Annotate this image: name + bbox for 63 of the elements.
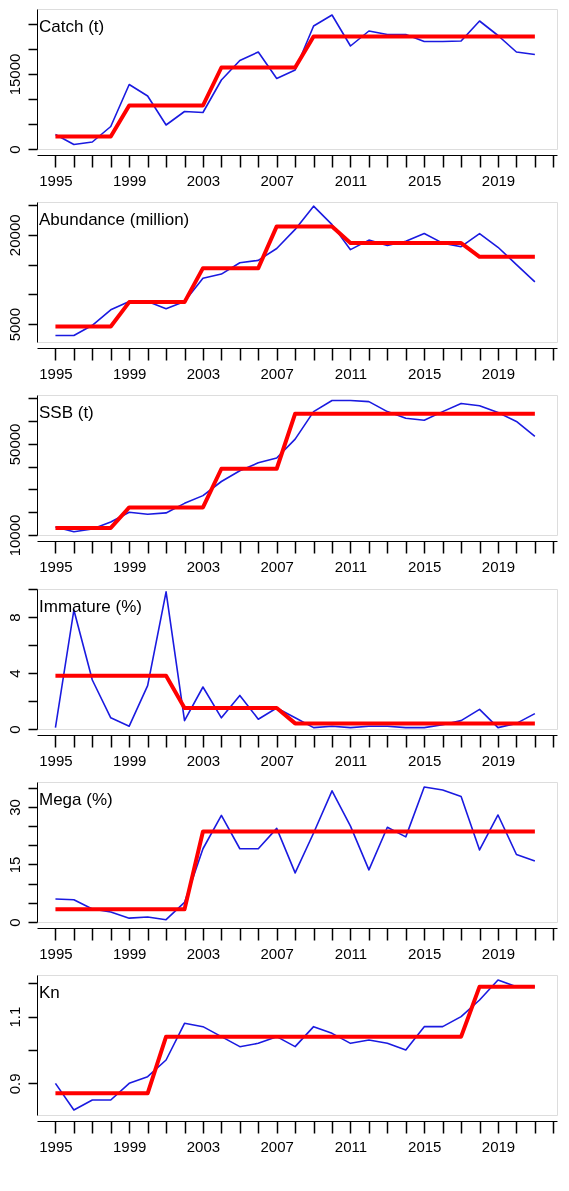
- y-tick-label: 50000: [5, 423, 23, 466]
- x-tick-label: 2003: [186, 1137, 221, 1155]
- text: Mega (%): [39, 790, 113, 809]
- x-tick-label: 1999: [113, 557, 147, 575]
- x-tick-label: 2007: [260, 751, 294, 769]
- y-tick-label: 10000: [5, 514, 23, 557]
- x-tick-label: 2011: [334, 364, 368, 382]
- x-tick-label: 2015: [408, 364, 442, 382]
- x-tick-label: 2019: [481, 751, 516, 769]
- x-tick-label: 1995: [39, 944, 73, 962]
- y-tick-label: 30: [5, 799, 23, 816]
- y-tick-label: 0.9: [5, 1073, 23, 1095]
- x-tick-label: 2019: [481, 171, 516, 189]
- chart-title: SSB (t): [39, 403, 94, 422]
- x-tick-label: 2019: [481, 364, 516, 382]
- x-tick-label: 2011: [334, 1137, 368, 1155]
- x-tick-label: 2003: [186, 171, 221, 189]
- x-tick-label: 2015: [408, 751, 442, 769]
- x-tick-label: 2003: [186, 944, 221, 962]
- x-tick-label: 2015: [408, 171, 442, 189]
- y-tick-label: 20000: [5, 214, 23, 257]
- x-tick-label: 2019: [481, 557, 516, 575]
- x-tick-label: 1995: [39, 751, 73, 769]
- chart-title: Abundance (million): [39, 210, 190, 229]
- x-tick-label: 2007: [260, 1137, 294, 1155]
- chart-title: Catch (t): [39, 17, 105, 36]
- x-tick-label: 2019: [481, 1137, 516, 1155]
- x-tick-label: 2011: [334, 557, 368, 575]
- y-tick-label: 0: [5, 145, 23, 154]
- y-tick-label: 8: [5, 613, 23, 622]
- x-tick-label: 2007: [260, 944, 294, 962]
- x-tick-label: 2015: [408, 557, 442, 575]
- x-tick-label: 2011: [334, 171, 368, 189]
- y-tick-label: 4: [5, 669, 23, 678]
- x-tick-label: 1995: [39, 171, 73, 189]
- x-tick-label: 2011: [334, 944, 368, 962]
- x-tick-label: 2015: [408, 1137, 442, 1155]
- x-tick-label: 1995: [39, 557, 73, 575]
- x-tick-label: 1999: [113, 1137, 147, 1155]
- y-tick-label: 15: [5, 856, 23, 874]
- x-tick-label: 2003: [186, 364, 221, 382]
- x-tick-label: 2003: [186, 751, 221, 769]
- y-tick-label: 0: [5, 725, 23, 734]
- line-series: [53, 34, 537, 139]
- x-tick-label: 1995: [39, 1137, 73, 1155]
- y-tick-label: 15000: [5, 53, 23, 96]
- y-tick-label: 1.1: [5, 1006, 23, 1028]
- x-tick-label: 1999: [113, 751, 147, 769]
- x-tick-label: 2007: [260, 171, 294, 189]
- chart-title: Kn: [39, 983, 60, 1002]
- x-tick-label: 1999: [113, 944, 147, 962]
- x-tick-label: 2011: [334, 751, 368, 769]
- x-tick-label: 1999: [113, 171, 147, 189]
- chart-title: Immature (%): [39, 597, 142, 616]
- x-tick-label: 1995: [39, 364, 73, 382]
- y-tick-label: 0: [5, 918, 23, 927]
- y-tick-label: 5000: [5, 307, 23, 342]
- x-tick-label: 2003: [186, 557, 221, 575]
- x-tick-label: 1999: [113, 364, 147, 382]
- x-tick-label: 2007: [260, 364, 294, 382]
- x-tick-label: 2019: [481, 944, 516, 962]
- x-tick-label: 2007: [260, 557, 294, 575]
- x-tick-label: 2015: [408, 944, 442, 962]
